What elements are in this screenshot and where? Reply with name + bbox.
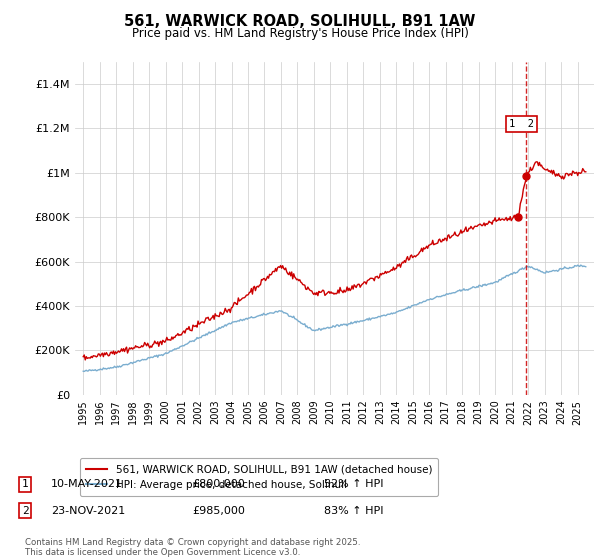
Text: Price paid vs. HM Land Registry's House Price Index (HPI): Price paid vs. HM Land Registry's House … (131, 27, 469, 40)
Text: £800,000: £800,000 (192, 479, 245, 489)
Text: Contains HM Land Registry data © Crown copyright and database right 2025.
This d: Contains HM Land Registry data © Crown c… (25, 538, 361, 557)
Text: 1: 1 (22, 479, 29, 489)
Text: 561, WARWICK ROAD, SOLIHULL, B91 1AW: 561, WARWICK ROAD, SOLIHULL, B91 1AW (124, 14, 476, 29)
Text: 2: 2 (22, 506, 29, 516)
Text: 52% ↑ HPI: 52% ↑ HPI (324, 479, 383, 489)
Text: 83% ↑ HPI: 83% ↑ HPI (324, 506, 383, 516)
Text: 23-NOV-2021: 23-NOV-2021 (51, 506, 125, 516)
Text: £985,000: £985,000 (192, 506, 245, 516)
Legend: 561, WARWICK ROAD, SOLIHULL, B91 1AW (detached house), HPI: Average price, detac: 561, WARWICK ROAD, SOLIHULL, B91 1AW (de… (80, 458, 439, 496)
Text: 1  2: 1 2 (509, 119, 534, 129)
Text: 10-MAY-2021: 10-MAY-2021 (51, 479, 123, 489)
